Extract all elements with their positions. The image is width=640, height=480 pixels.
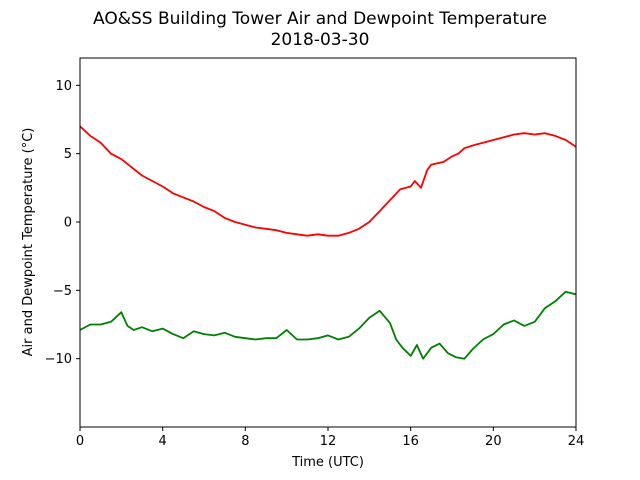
y-axis-label: Air and Dewpoint Temperature (°C) [21,128,36,357]
y-tick-label-0: −10 [45,352,72,367]
y-tick-label-4: 10 [55,79,72,94]
x-axis-label: Time (UTC) [291,455,364,470]
x-tick-label-2: 8 [241,434,249,449]
y-tick-label-3: 5 [64,147,72,162]
y-axis-ticks: −10 −5 0 5 10 [45,79,80,367]
x-axis-ticks: 0 4 8 12 16 20 24 [76,427,584,449]
x-tick-label-6: 24 [568,434,585,449]
series-line-1 [79,290,577,360]
plot-frame [79,57,577,428]
y-tick-label-1: −5 [53,284,72,299]
plot-series [79,125,577,360]
x-tick-label-1: 4 [159,434,167,449]
x-tick-label-4: 16 [402,434,419,449]
x-tick-label-0: 0 [76,434,84,449]
series-line-0 [79,125,577,237]
y-tick-label-2: 0 [64,216,72,231]
chart-title: AO&SS Building Tower Air and Dewpoint Te… [93,9,547,29]
x-tick-label-3: 12 [320,434,337,449]
x-tick-label-5: 20 [485,434,502,449]
chart-subtitle: 2018-03-30 [271,30,370,50]
